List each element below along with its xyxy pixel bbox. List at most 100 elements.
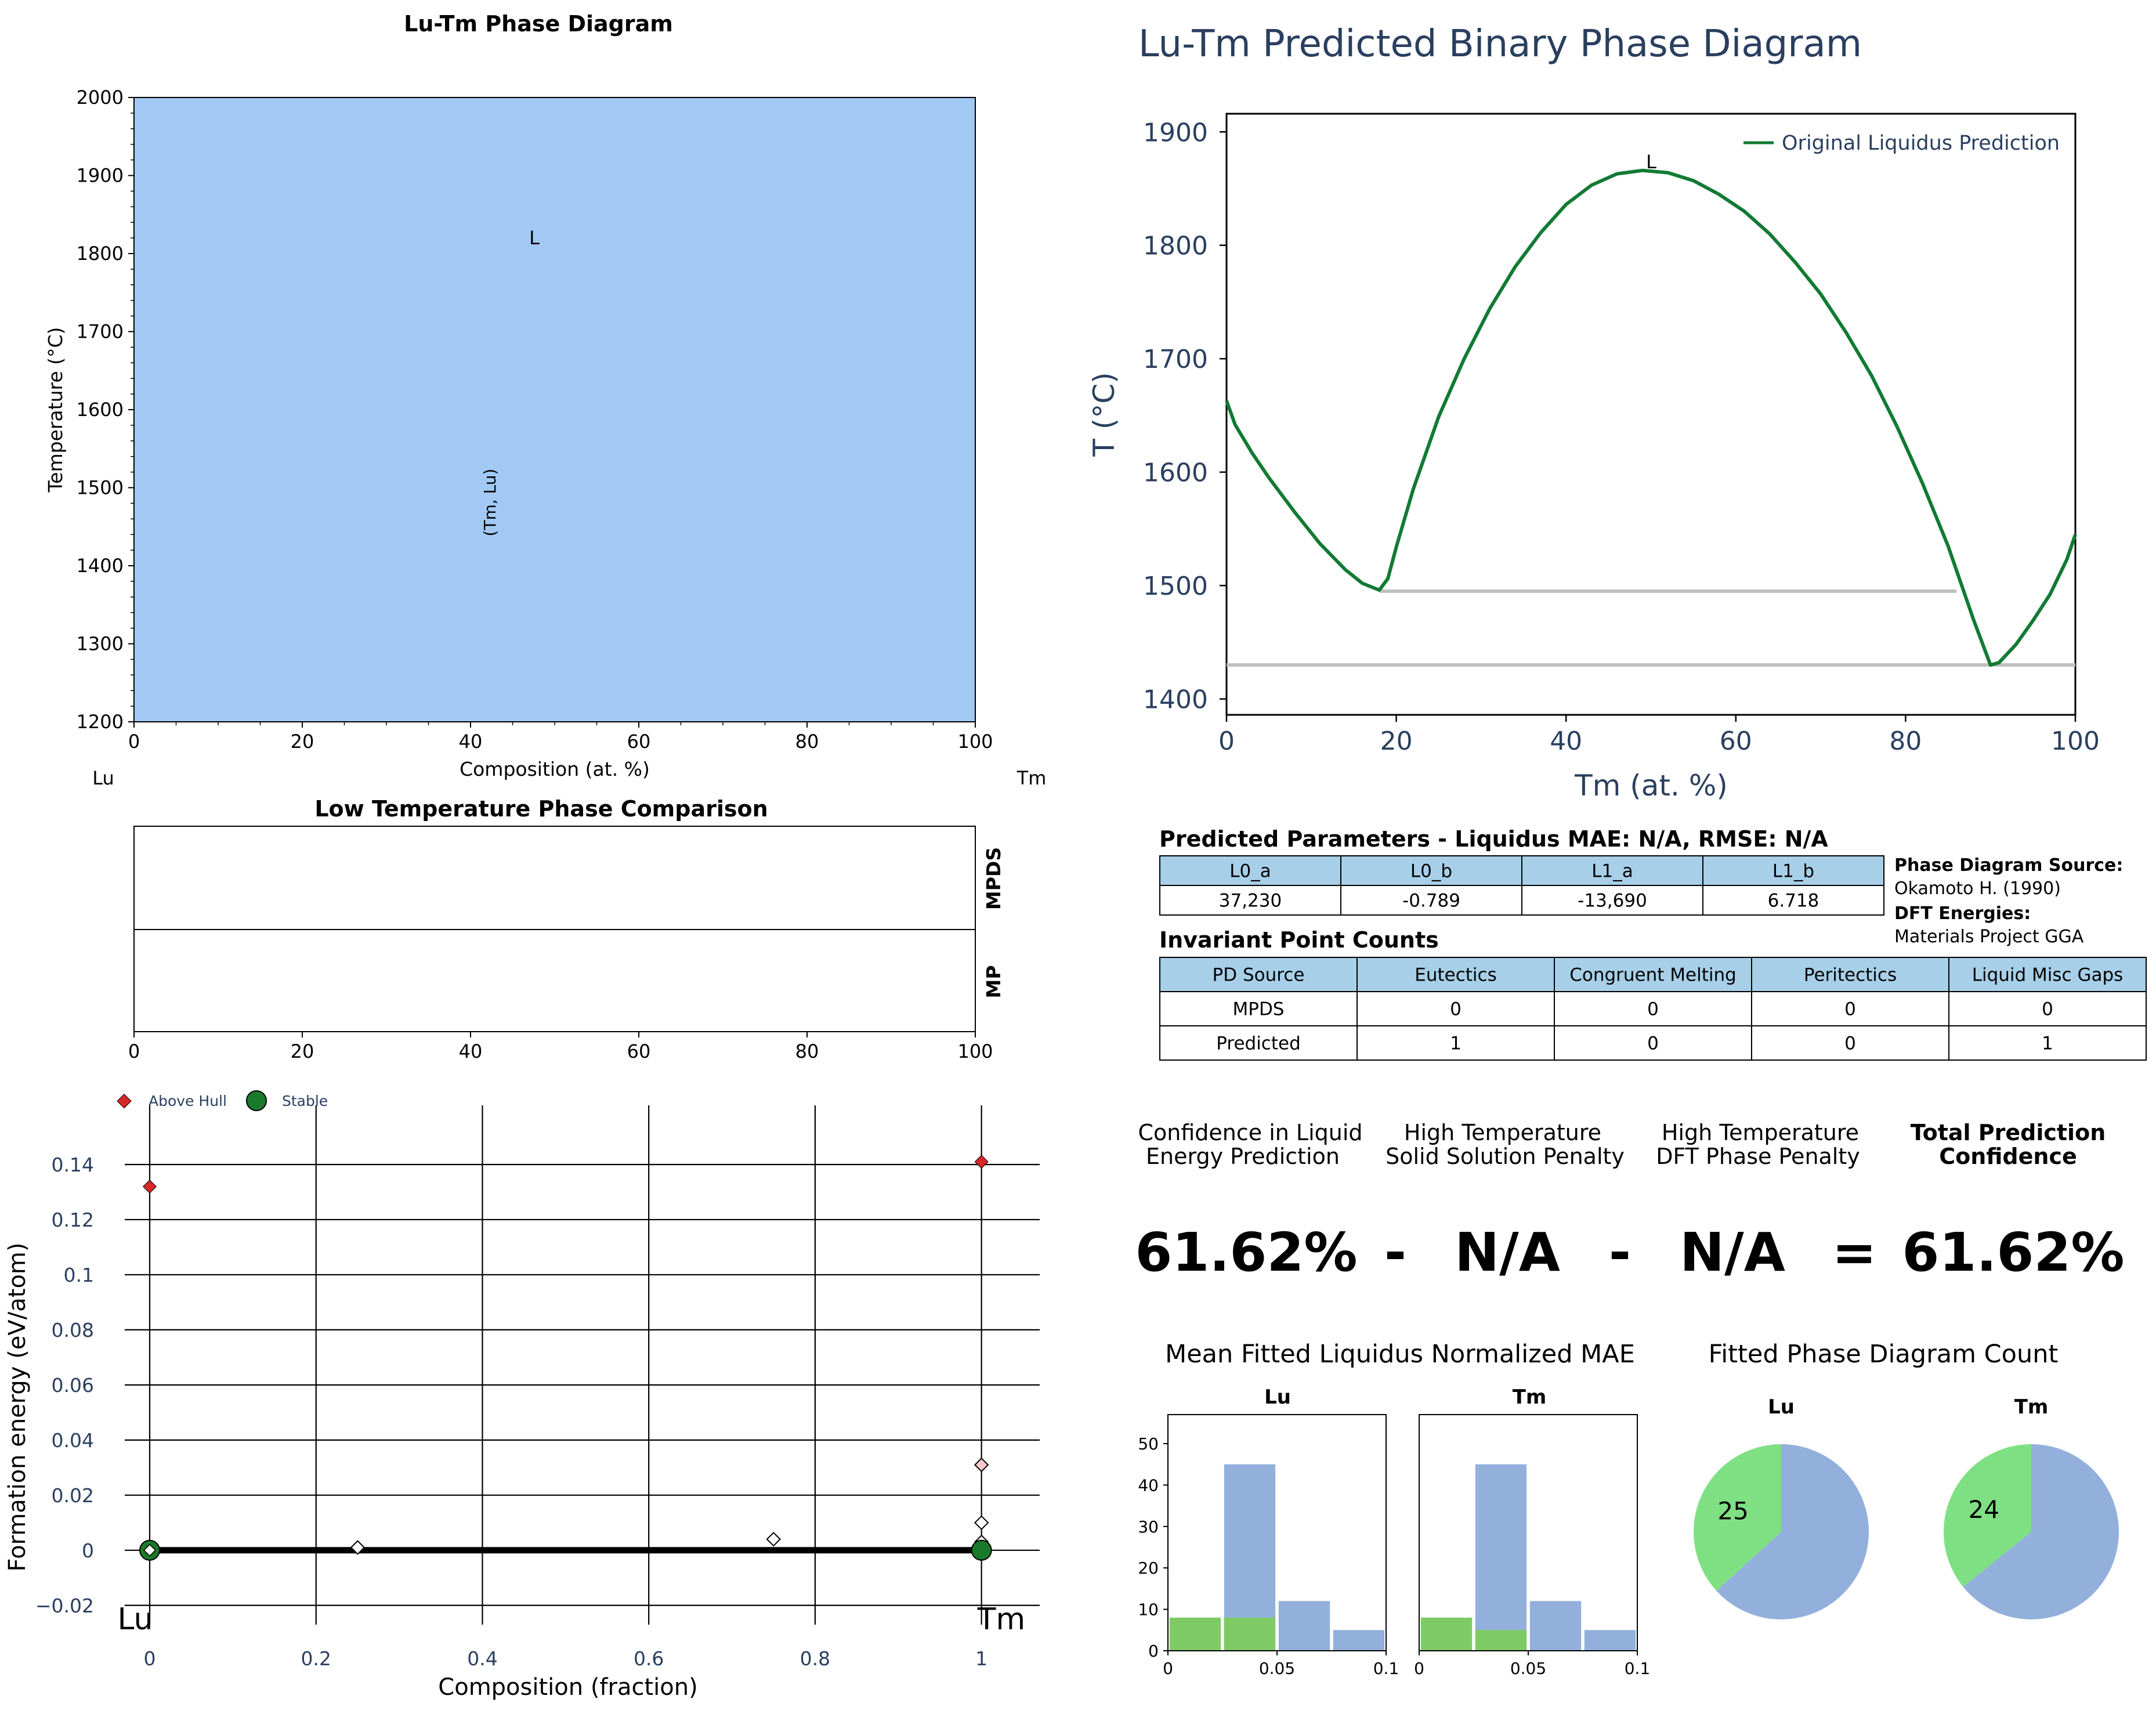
phase-region-fill	[133, 97, 976, 722]
hull-ytick-label: 0	[82, 1539, 94, 1562]
params-cell-text: -13,690	[1578, 891, 1647, 912]
params-cell-text: 6.718	[1768, 891, 1819, 912]
params-cell-text: L1_a	[1591, 861, 1633, 882]
mae-ytick-label: 10	[1138, 1600, 1159, 1619]
confidence-total-value: 61.62%	[1902, 1221, 2124, 1283]
pd-ytick-label: 1800	[77, 243, 124, 265]
pd-xtick-label: 20	[291, 731, 314, 753]
mae-ytick-label: 50	[1138, 1434, 1159, 1453]
pd-xtick-label: 80	[795, 731, 819, 753]
invariant-cell-text: 0	[1844, 999, 1856, 1020]
predicted-title: Lu-Tm Predicted Binary Phase Diagram	[1138, 23, 1862, 66]
invariant-cell-text: 1	[1450, 1033, 1462, 1054]
phase-diagram-xlabel: Composition (at. %)	[460, 758, 650, 780]
mae-bar-blue	[1278, 1601, 1330, 1651]
source-info: Phase Diagram Source: Okamoto H. (1990) …	[1894, 855, 2123, 947]
hull-xtick-label: 0.8	[800, 1647, 830, 1670]
convex-hull-panel: −0.02 0 0.02 0.04 0.06 0.08 0.1 0.12 0.14 0 0.2 0.4…	[4, 1090, 1040, 1701]
invariant-cell-text: 0	[1844, 1033, 1856, 1054]
confidence-header-3-line2: DFT Phase Penalty	[1656, 1144, 1860, 1169]
confidence-liquid-value: 61.62%	[1135, 1221, 1357, 1283]
region-label-liquid: L	[529, 227, 540, 249]
confidence-header-1-line1: Confidence in Liquid	[1138, 1120, 1362, 1145]
mae-ytick-label: 40	[1138, 1476, 1159, 1495]
pd-xtick-label: 40	[459, 731, 483, 753]
phase-diagram-panel: Lu-Tm Phase Diagram 0 20 40 60 80 100 1200 1300…	[44, 11, 1046, 789]
invariant-cell	[1948, 957, 2147, 992]
invariant-table-title: Invariant Point Counts	[1159, 927, 1439, 953]
confidence-header-2-line1: High Temperature	[1404, 1120, 1601, 1145]
hull-xtick-label: 0.6	[634, 1647, 664, 1670]
hull-point-overlay	[143, 1543, 156, 1557]
hull-ytick-label: 0.08	[52, 1319, 94, 1341]
lt-xtick-label: 20	[291, 1040, 314, 1062]
hull-point-metastable	[350, 1540, 366, 1555]
hull-point-metastable	[766, 1532, 781, 1547]
mae-bar-green	[1224, 1617, 1276, 1651]
pie-slice-blue	[1716, 1444, 1869, 1619]
pie-title-tm: Tm	[2014, 1395, 2049, 1419]
invariant-table: Invariant Point Counts PD Source Eutectic…	[1159, 927, 2147, 1061]
params-table-cells: L0_a L0_b L1_a L1_b 37,230 -0.789 -13,690 6.718	[1159, 855, 1884, 916]
mae-frame	[1419, 1414, 1638, 1651]
low-temp-title: Low Temperature Phase Comparison	[314, 796, 768, 822]
mae-bar-blue	[1333, 1630, 1385, 1651]
lt-xtick-label: 0	[128, 1040, 140, 1062]
pred-xtick-label: 100	[2051, 726, 2100, 756]
low-temp-comparison-panel: Low Temperature Phase Comparison MPDS MP…	[128, 796, 1005, 1062]
pred-xtick-label: 40	[1550, 726, 1582, 756]
params-cell	[1340, 855, 1522, 886]
phase-diagram-right-element: Tm	[1016, 767, 1047, 789]
confidence-op-minus-1: -	[1384, 1221, 1406, 1283]
phase-diagram-title: Lu-Tm Phase Diagram	[404, 11, 673, 37]
pred-xtick-label: 80	[1889, 726, 1922, 756]
predicted-plot: 0 20 40 60 80 100 1400 1500 1600 1700 1800 1900	[1143, 118, 2100, 756]
predicted-label-liquid: L	[1646, 151, 1656, 173]
pd-ytick-label: 1500	[77, 477, 124, 499]
invariant-cell	[1751, 991, 1949, 1026]
phase-diagram-ylabel: Temperature (°C)	[44, 327, 67, 493]
invariant-table-cells: PD Source Eutectics Congruent Melting Perit…	[1159, 957, 2147, 1061]
invariant-cell	[1751, 957, 1949, 992]
hull-xtick-label: 0.4	[467, 1647, 497, 1670]
mae-bar-green	[1169, 1617, 1221, 1651]
pred-ytick-label: 1900	[1143, 118, 1208, 147]
pd-ytick-label: 1900	[77, 165, 124, 187]
mae-xtick-label: 0.05	[1510, 1659, 1546, 1678]
hull-grid: −0.02 0 0.02 0.04 0.06 0.08 0.1 0.12 0.14 0 0.2 0.4…	[35, 1105, 1040, 1670]
mae-section: Mean Fitted Liquidus Normalized MAE Lu T…	[1138, 1340, 1650, 1678]
legend-marker-stable	[246, 1090, 267, 1111]
invariant-cell-text: Eutectics	[1415, 965, 1496, 986]
mae-bar-green	[1420, 1617, 1473, 1651]
hull-right-element: Tm	[977, 1602, 1025, 1637]
invariant-cell-text: Liquid Misc Gaps	[1972, 965, 2124, 986]
confidence-header-3-line1: High Temperature	[1662, 1120, 1859, 1145]
invariant-cell-text: Predicted	[1216, 1033, 1301, 1054]
pd-ytick-label: 2000	[77, 86, 124, 109]
mae-xtick-label: 0.05	[1259, 1659, 1295, 1678]
pred-ytick-label: 1700	[1143, 345, 1208, 374]
invariant-cell-text: Congruent Melting	[1569, 965, 1737, 986]
predicted-ylabel: T (°C)	[1087, 372, 1121, 457]
hull-ytick-label: 0.1	[64, 1264, 94, 1286]
hull-ytick-label: 0.02	[52, 1484, 94, 1507]
hull-ytick-label: 0.04	[52, 1429, 94, 1452]
confidence-solid-penalty-value: N/A	[1455, 1221, 1560, 1283]
mae-panel-title-tm: Tm	[1513, 1386, 1547, 1409]
pie-charts: 25 24	[1694, 1444, 2119, 1619]
hull-left-element: Lu	[117, 1602, 153, 1637]
confidence-header-4-line2: Confidence	[1939, 1144, 2077, 1169]
pd-xtick-label: 60	[627, 731, 651, 753]
invariant-cell	[1948, 1025, 2147, 1061]
count-section: Fitted Phase Diagram Count Lu Tm 25 24	[1694, 1340, 2119, 1619]
phase-diagram-axes: 0 20 40 60 80 100 1200 1300 1400 1500 1600 1700 1800…	[77, 86, 993, 753]
invariant-cell-text: Peritectics	[1804, 965, 1897, 986]
low-temp-row-mpds: MPDS	[982, 847, 1005, 910]
hull-xtick-label: 0.2	[301, 1647, 331, 1670]
params-table-title: Predicted Parameters - Liquidus MAE: N/A…	[1159, 826, 1828, 852]
mae-plots: 0 0.05 0.1 0 10 20 30 40 50 0 0.05 0.1	[1138, 1414, 1650, 1678]
params-cell-text: L0_a	[1229, 861, 1271, 882]
phase-diagram-left-element: Lu	[92, 767, 114, 789]
pie-slice-label: 24	[1969, 1495, 1999, 1524]
mae-bar-blue	[1529, 1601, 1582, 1651]
